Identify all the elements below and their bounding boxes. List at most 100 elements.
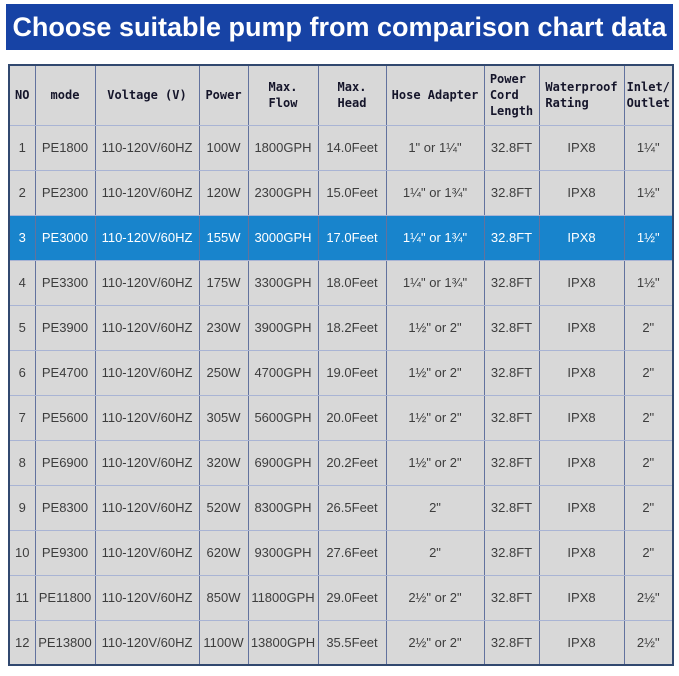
cell-hose_adapter: 2½" or 2" [385, 574, 485, 621]
cell-max_flow: 11800GPH [247, 574, 319, 621]
cell-no: 8 [8, 439, 36, 486]
cell-power_cord_length: 32.8FT [483, 529, 540, 576]
cell-max_head: 20.0Feet [317, 394, 387, 441]
cell-inlet_outlet: 2" [623, 529, 674, 576]
cell-max_flow: 9300GPH [247, 529, 319, 576]
cell-max_head: 15.0Feet [317, 169, 387, 216]
column-header-label: Waterproof Rating [545, 80, 618, 111]
cell-power: 620W [198, 529, 249, 576]
column-header-power_cord_length: Power Cord Length [483, 64, 540, 126]
cell-power_cord_length: 32.8FT [483, 484, 540, 531]
cell-voltage: 110-120V/60HZ [94, 349, 200, 396]
column-header-label: mode [50, 88, 80, 103]
table-row: 8 PE6900 110-120V/60HZ 320W 6900GPH 20.2Feet 1… [8, 439, 674, 486]
table-row: 11 PE11800 110-120V/60HZ 850W 11800GPH 29.0Fe… [8, 574, 674, 621]
cell-max_flow: 2300GPH [247, 169, 319, 216]
cell-mode: PE9300 [34, 529, 96, 576]
cell-hose_adapter: 1¼" or 1¾" [385, 259, 485, 306]
cell-max_head: 19.0Feet [317, 349, 387, 396]
column-header-label: Power [205, 88, 242, 103]
cell-voltage: 110-120V/60HZ [94, 394, 200, 441]
cell-max_flow: 1800GPH [247, 124, 319, 171]
cell-voltage: 110-120V/60HZ [94, 529, 200, 576]
cell-voltage: 110-120V/60HZ [94, 439, 200, 486]
cell-max_flow: 3000GPH [247, 214, 319, 261]
cell-mode: PE5600 [34, 394, 96, 441]
cell-waterproof_rating: IPX8 [538, 439, 625, 486]
table-body: 1 PE1800 110-120V/60HZ 100W 1800GPH 14.0Feet 1… [8, 124, 674, 666]
table-row: 3 PE3000 110-120V/60HZ 155W 3000GPH 17.0Feet 1… [8, 214, 674, 261]
pump-comparison-table: NO mode Voltage (V) Power Max. Flow Max. Head… [8, 64, 674, 666]
cell-power_cord_length: 32.8FT [483, 124, 540, 171]
cell-max_head: 18.0Feet [317, 259, 387, 306]
pump-comparison-table-wrap: NO mode Voltage (V) Power Max. Flow Max. Head… [8, 64, 674, 666]
page-title: Choose suitable pump from comparison cha… [6, 4, 673, 50]
cell-waterproof_rating: IPX8 [538, 169, 625, 216]
column-header-label: NO [15, 88, 30, 103]
cell-power: 175W [198, 259, 249, 306]
cell-max_flow: 6900GPH [247, 439, 319, 486]
cell-power_cord_length: 32.8FT [483, 439, 540, 486]
cell-hose_adapter: 1½" or 2" [385, 304, 485, 351]
cell-hose_adapter: 1½" or 2" [385, 394, 485, 441]
cell-inlet_outlet: 2½" [623, 574, 674, 621]
cell-power_cord_length: 32.8FT [483, 349, 540, 396]
cell-max_flow: 4700GPH [247, 349, 319, 396]
cell-no: 5 [8, 304, 36, 351]
cell-waterproof_rating: IPX8 [538, 214, 625, 261]
cell-waterproof_rating: IPX8 [538, 529, 625, 576]
column-header-label: Inlet/ Outlet [626, 80, 670, 111]
cell-hose_adapter: 2" [385, 529, 485, 576]
cell-inlet_outlet: 2" [623, 484, 674, 531]
cell-hose_adapter: 1¼" or 1¾" [385, 214, 485, 261]
cell-no: 2 [8, 169, 36, 216]
column-header-max_flow: Max. Flow [247, 64, 319, 126]
cell-mode: PE13800 [34, 619, 96, 666]
column-header-inlet_outlet: Inlet/ Outlet [623, 64, 674, 126]
column-header-waterproof_rating: Waterproof Rating [538, 64, 625, 126]
cell-voltage: 110-120V/60HZ [94, 619, 200, 666]
column-header-label: Hose Adapter [391, 88, 479, 103]
table-row: 5 PE3900 110-120V/60HZ 230W 3900GPH 18.2Feet 1… [8, 304, 674, 351]
cell-max_head: 26.5Feet [317, 484, 387, 531]
cell-waterproof_rating: IPX8 [538, 619, 625, 666]
table-row: 10 PE9300 110-120V/60HZ 620W 9300GPH 27.6Feet… [8, 529, 674, 576]
cell-power_cord_length: 32.8FT [483, 259, 540, 306]
column-header-label: Max. Flow [268, 80, 298, 111]
table-header-row: NO mode Voltage (V) Power Max. Flow Max. Head… [8, 64, 674, 126]
cell-mode: PE11800 [34, 574, 96, 621]
column-header-power: Power [198, 64, 249, 126]
column-header-voltage: Voltage (V) [94, 64, 200, 126]
table-header: NO mode Voltage (V) Power Max. Flow Max. Head… [8, 64, 674, 126]
cell-max_flow: 3900GPH [247, 304, 319, 351]
cell-power_cord_length: 32.8FT [483, 169, 540, 216]
table-row: 9 PE8300 110-120V/60HZ 520W 8300GPH 26.5Feet 2… [8, 484, 674, 531]
cell-mode: PE4700 [34, 349, 96, 396]
cell-hose_adapter: 1¼" or 1¾" [385, 169, 485, 216]
cell-waterproof_rating: IPX8 [538, 394, 625, 441]
cell-waterproof_rating: IPX8 [538, 349, 625, 396]
cell-max_head: 14.0Feet [317, 124, 387, 171]
cell-no: 6 [8, 349, 36, 396]
cell-max_head: 17.0Feet [317, 214, 387, 261]
cell-hose_adapter: 1" or 1¼" [385, 124, 485, 171]
cell-max_head: 20.2Feet [317, 439, 387, 486]
cell-power: 305W [198, 394, 249, 441]
cell-no: 10 [8, 529, 36, 576]
cell-inlet_outlet: 2" [623, 349, 674, 396]
cell-inlet_outlet: 1½" [623, 169, 674, 216]
cell-mode: PE6900 [34, 439, 96, 486]
cell-power_cord_length: 32.8FT [483, 394, 540, 441]
cell-mode: PE1800 [34, 124, 96, 171]
cell-waterproof_rating: IPX8 [538, 304, 625, 351]
column-header-max_head: Max. Head [317, 64, 387, 126]
cell-voltage: 110-120V/60HZ [94, 124, 200, 171]
column-header-no: NO [8, 64, 36, 126]
cell-voltage: 110-120V/60HZ [94, 484, 200, 531]
cell-waterproof_rating: IPX8 [538, 124, 625, 171]
cell-no: 7 [8, 394, 36, 441]
column-header-label: Voltage (V) [107, 88, 187, 103]
cell-max_flow: 13800GPH [247, 619, 319, 666]
cell-no: 9 [8, 484, 36, 531]
